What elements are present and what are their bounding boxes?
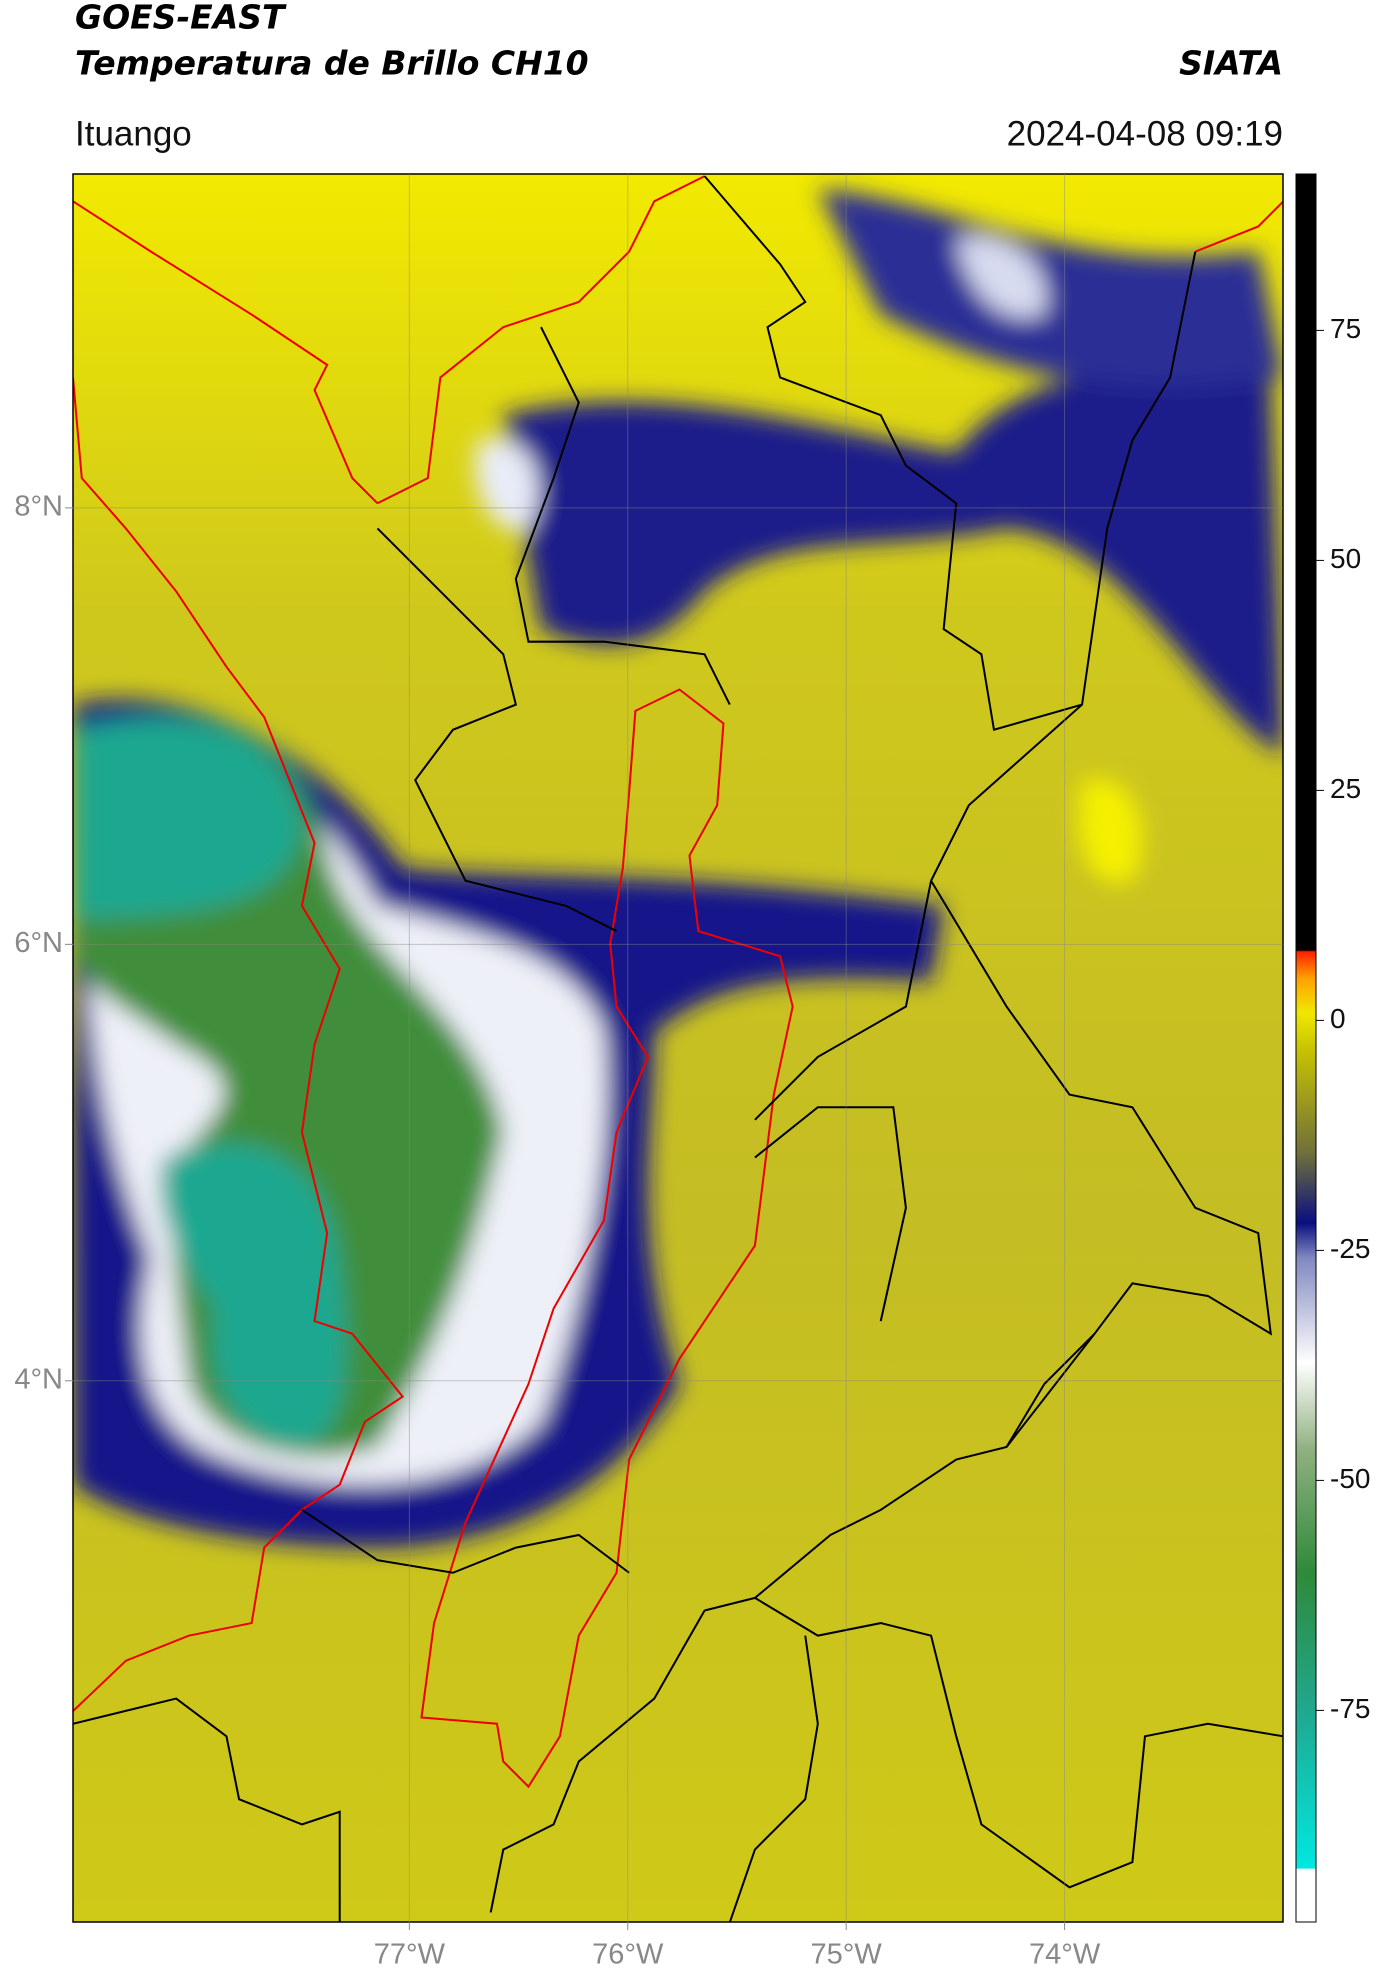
source: SIATA <box>1179 44 1283 83</box>
map-frame <box>72 173 1284 1923</box>
map-image <box>73 174 1283 1922</box>
x-tick-label: 77°W <box>374 1939 446 1971</box>
colorbar-label: 75 <box>1330 313 1361 344</box>
y-tick-label: 8°N <box>14 491 63 523</box>
colorbar <box>1295 173 1317 1923</box>
x-tick-label: 75°W <box>811 1939 883 1971</box>
title: GOES-EAST <box>75 0 287 37</box>
colorbar-label: 50 <box>1330 543 1361 574</box>
x-tick-label: 76°W <box>592 1939 664 1971</box>
y-tick-label: 4°N <box>14 1363 63 1395</box>
colorbar-label: 0 <box>1330 1003 1346 1034</box>
x-tick-label: 74°W <box>1029 1939 1101 1971</box>
y-tick-label: 6°N <box>14 927 63 959</box>
location: Ituango <box>75 114 192 153</box>
colorbar-label: 25 <box>1330 773 1361 804</box>
colorbar-label: -75 <box>1330 1693 1370 1724</box>
colorbar-label: -25 <box>1330 1233 1370 1264</box>
timestamp: 2024-04-08 09:19 <box>1007 114 1283 153</box>
subtitle: Temperatura de Brillo CH10 <box>75 44 589 83</box>
colorbar-label: -50 <box>1330 1463 1370 1494</box>
